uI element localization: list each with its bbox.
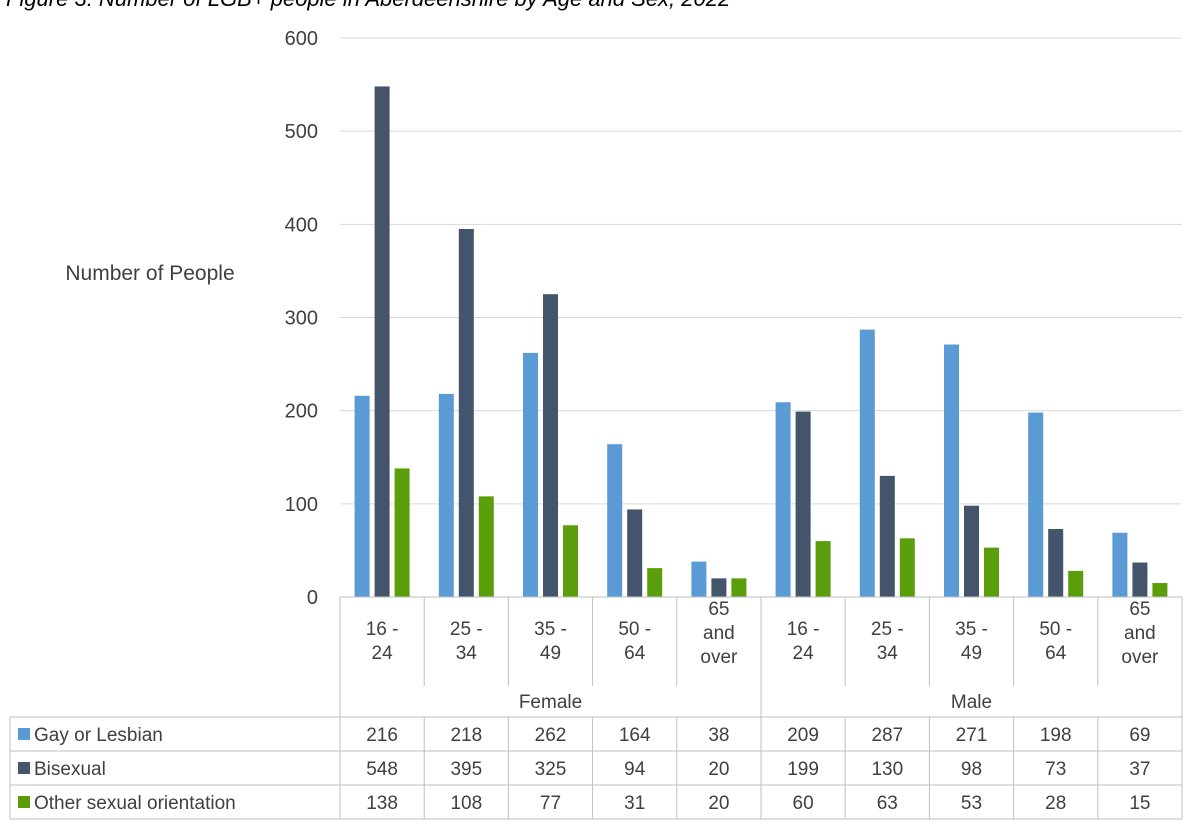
bar bbox=[523, 352, 538, 597]
bar bbox=[1152, 583, 1168, 597]
data-table-cell: 138 bbox=[366, 793, 398, 814]
bar bbox=[711, 578, 727, 597]
bar bbox=[899, 538, 915, 597]
bar bbox=[859, 329, 875, 597]
data-table-cell: 209 bbox=[787, 725, 819, 746]
data-table-cell: 15 bbox=[1129, 793, 1150, 814]
data-table-cell: 199 bbox=[787, 759, 819, 780]
bar bbox=[354, 395, 370, 597]
bar bbox=[691, 561, 707, 597]
bar bbox=[1048, 528, 1064, 597]
y-axis-ticks: 0 100 200 300 400 500 600 bbox=[285, 28, 318, 609]
legend-swatch bbox=[18, 796, 30, 808]
chart-title: Figure 3: Number of LGB+ people in Aberd… bbox=[6, 0, 730, 11]
x-category-label: 25 -34 bbox=[871, 619, 904, 664]
data-table-cell: 73 bbox=[1045, 759, 1066, 780]
x-group-label: Male bbox=[951, 692, 992, 713]
bar bbox=[563, 525, 578, 597]
x-group-label: Female bbox=[519, 692, 582, 713]
data-table-cell: 198 bbox=[1040, 725, 1072, 746]
bar bbox=[984, 547, 999, 597]
data-table-cell: 216 bbox=[366, 725, 398, 746]
bar bbox=[1028, 412, 1044, 597]
bar bbox=[775, 402, 791, 597]
bar bbox=[478, 496, 494, 597]
bar bbox=[627, 509, 643, 597]
bar bbox=[815, 541, 831, 597]
y-tick-label: 400 bbox=[285, 214, 318, 236]
x-category-label: 16 -24 bbox=[787, 619, 820, 664]
bars bbox=[354, 86, 1168, 598]
bar bbox=[607, 444, 623, 597]
data-table-cell: 60 bbox=[793, 793, 814, 814]
data-table-cell: 218 bbox=[450, 725, 482, 746]
legend-swatch bbox=[18, 762, 30, 774]
x-category-label: 50 -64 bbox=[618, 619, 651, 664]
bar bbox=[1132, 562, 1148, 597]
bar bbox=[964, 505, 979, 597]
data-table-cell: 31 bbox=[624, 793, 645, 814]
legend-label: Gay or Lesbian bbox=[34, 725, 163, 746]
bar bbox=[374, 86, 390, 598]
data-table-cell: 20 bbox=[708, 793, 729, 814]
data-table-cell: 98 bbox=[961, 759, 982, 780]
x-category-label: 25 -34 bbox=[450, 619, 483, 664]
data-table-cell: 271 bbox=[956, 725, 988, 746]
bar bbox=[458, 228, 474, 597]
x-category-label: 35 -49 bbox=[534, 619, 567, 664]
bar bbox=[879, 475, 895, 597]
y-tick-label: 300 bbox=[285, 308, 318, 330]
data-table-cell: 325 bbox=[535, 759, 567, 780]
bar bbox=[1068, 570, 1084, 597]
y-tick-label: 0 bbox=[307, 587, 318, 609]
legend-label: Other sexual orientation bbox=[34, 793, 236, 814]
data-table-cell: 20 bbox=[708, 759, 729, 780]
x-category-label: 65 and over bbox=[1121, 599, 1159, 668]
data-table-cell: 164 bbox=[619, 725, 651, 746]
y-tick-label: 200 bbox=[285, 401, 318, 423]
data-table-cell: 77 bbox=[540, 793, 561, 814]
data-table-cell: 94 bbox=[624, 759, 646, 780]
data-table-cell: 37 bbox=[1129, 759, 1150, 780]
bar bbox=[731, 578, 747, 597]
bar bbox=[1112, 532, 1128, 597]
y-tick-label: 600 bbox=[285, 28, 318, 50]
data-table-cell: 69 bbox=[1129, 725, 1150, 746]
x-category-label: 65 and over bbox=[700, 599, 738, 668]
legend-swatch bbox=[18, 728, 30, 740]
y-axis-label: Number of People bbox=[65, 262, 234, 285]
data-table-cell: 108 bbox=[450, 793, 482, 814]
legend-label: Bisexual bbox=[34, 759, 106, 780]
data-table-cell: 38 bbox=[708, 725, 729, 746]
data-table-cell: 395 bbox=[450, 759, 482, 780]
data-table-cell: 63 bbox=[877, 793, 898, 814]
bar bbox=[944, 344, 959, 597]
bar bbox=[438, 393, 454, 597]
bar bbox=[795, 411, 811, 597]
x-category-label: 35 -49 bbox=[955, 619, 988, 664]
data-table-cell: 130 bbox=[871, 759, 903, 780]
bar bbox=[647, 568, 663, 597]
bar bbox=[543, 294, 558, 597]
data-table-cell: 287 bbox=[871, 725, 903, 746]
data-table: 16 -24 25 -34 35 -49 50 -64 65 and over 16 -24 2… bbox=[9, 596, 1183, 820]
data-table-cell: 262 bbox=[535, 725, 567, 746]
bar bbox=[394, 468, 410, 597]
y-tick-label: 100 bbox=[285, 494, 318, 516]
data-table-cell: 53 bbox=[961, 793, 982, 814]
data-table-cell: 548 bbox=[366, 759, 398, 780]
x-category-label: 16 -24 bbox=[366, 619, 399, 664]
y-tick-label: 500 bbox=[285, 121, 318, 143]
data-table-cell: 28 bbox=[1045, 793, 1066, 814]
x-category-label: 50 -64 bbox=[1039, 619, 1072, 664]
